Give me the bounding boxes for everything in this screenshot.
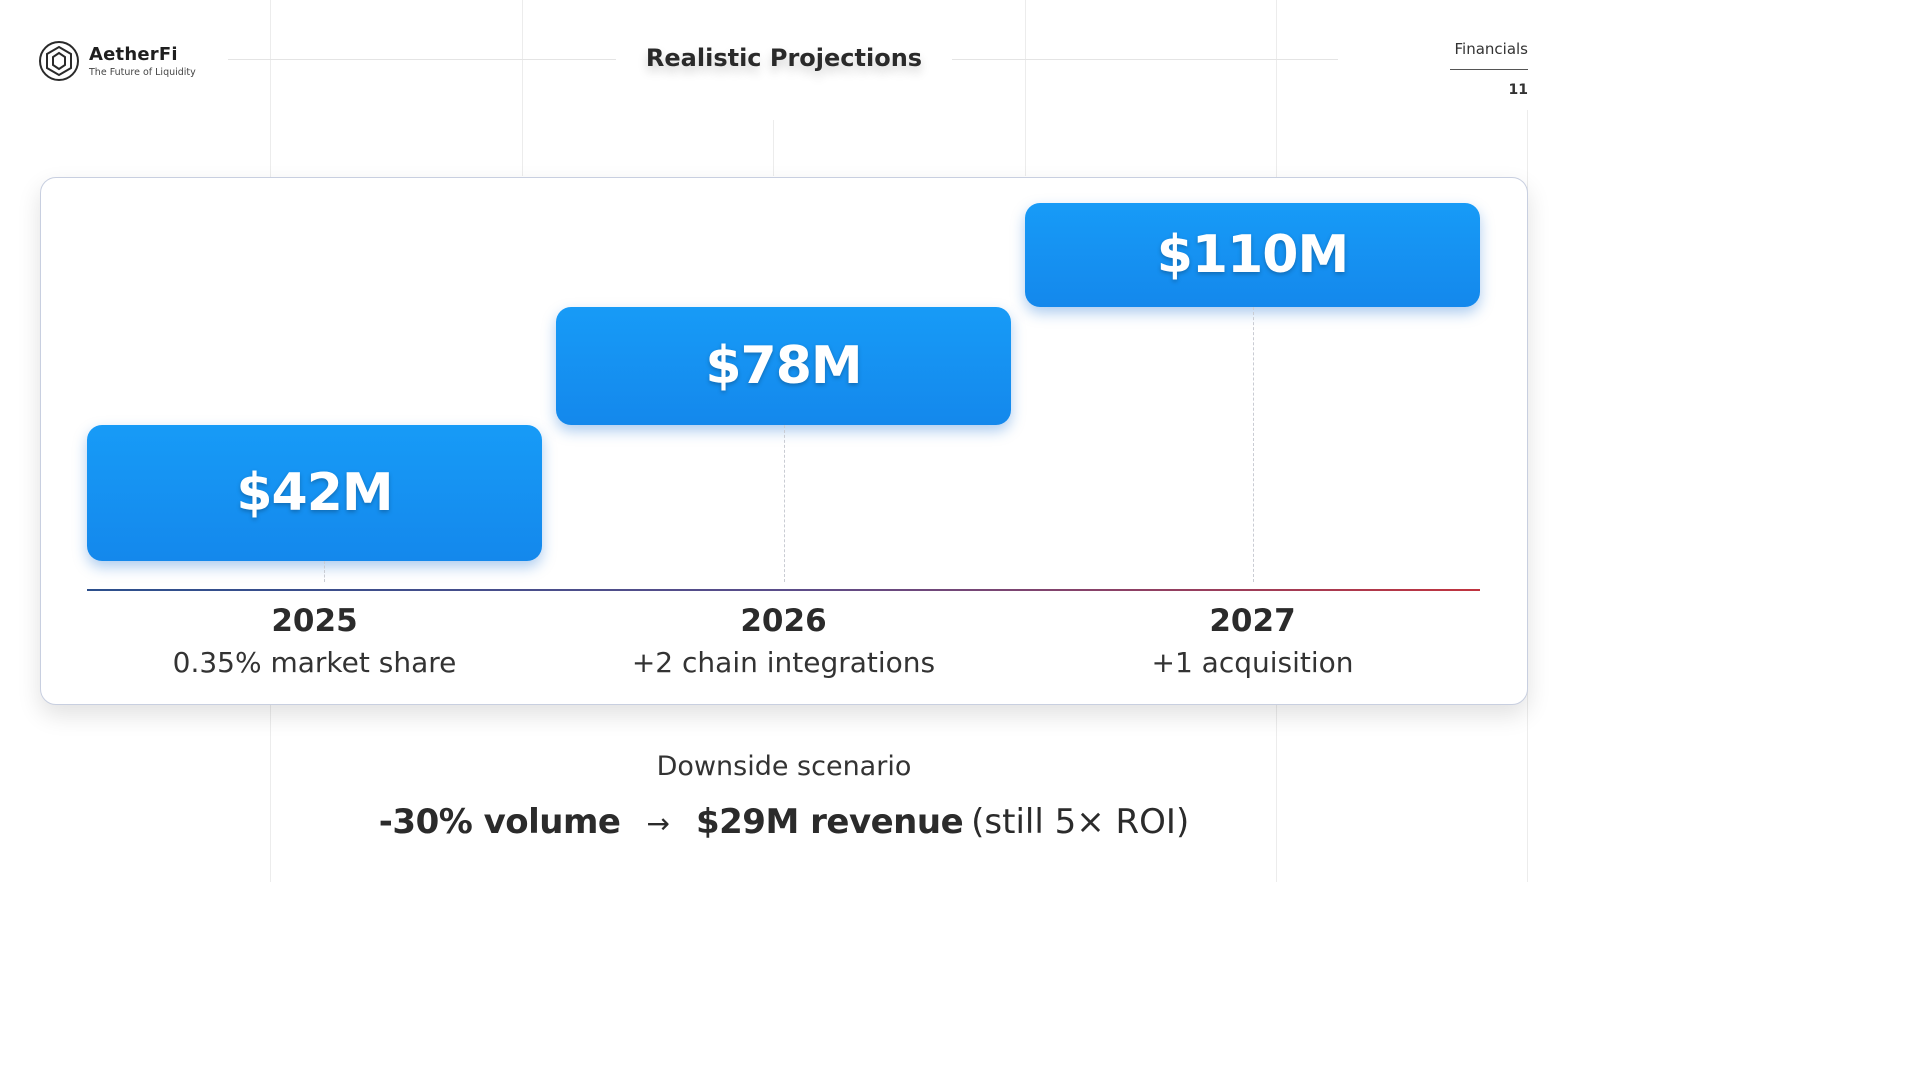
header-rule xyxy=(952,59,1338,60)
brand-logo[interactable]: AetherFi The Future of Liquidity xyxy=(38,40,196,82)
section-label: Financials xyxy=(1454,40,1529,58)
category-label: 2027 xyxy=(1209,603,1296,639)
bar-value-label: $78M xyxy=(705,336,862,397)
category-label: 2025 xyxy=(271,603,358,639)
bar-value-label: $42M xyxy=(236,462,393,523)
section-rule xyxy=(1450,69,1528,70)
page-number: 11 xyxy=(1508,82,1528,98)
category-description: +2 chain integrations xyxy=(631,646,936,679)
header-rule xyxy=(228,59,616,60)
bar-stem xyxy=(323,561,325,582)
bar-2025: $42M xyxy=(87,424,542,561)
x-axis-line xyxy=(87,589,1480,591)
category-description: 0.35% market share xyxy=(172,646,457,679)
downside-note: (still 5× ROI) xyxy=(971,802,1190,842)
bar-2026: $78M xyxy=(556,307,1011,425)
bar-2027: $110M xyxy=(1025,203,1480,308)
brand-name: AetherFi xyxy=(89,44,178,65)
downside-revenue: $29M revenue xyxy=(695,802,964,842)
grid-line xyxy=(522,0,523,176)
downside-label: Downside scenario xyxy=(656,751,912,782)
bar-value-label: $110M xyxy=(1156,225,1349,286)
hexagon-logo-icon xyxy=(39,41,79,81)
brand-tagline: The Future of Liquidity xyxy=(89,67,196,78)
downside-summary: -30% volume → $29M revenue (still 5× ROI… xyxy=(0,802,1568,842)
category-label: 2026 xyxy=(740,603,827,639)
grid-line xyxy=(773,120,774,176)
grid-line xyxy=(1025,0,1026,176)
category-description: +1 acquisition xyxy=(1151,646,1354,679)
bar-stem xyxy=(1252,307,1254,582)
arrow-right-icon: → xyxy=(646,807,670,840)
bar-stem xyxy=(783,424,785,582)
page-title: Realistic Projections xyxy=(645,44,923,72)
downside-volume: -30% volume xyxy=(378,802,621,842)
